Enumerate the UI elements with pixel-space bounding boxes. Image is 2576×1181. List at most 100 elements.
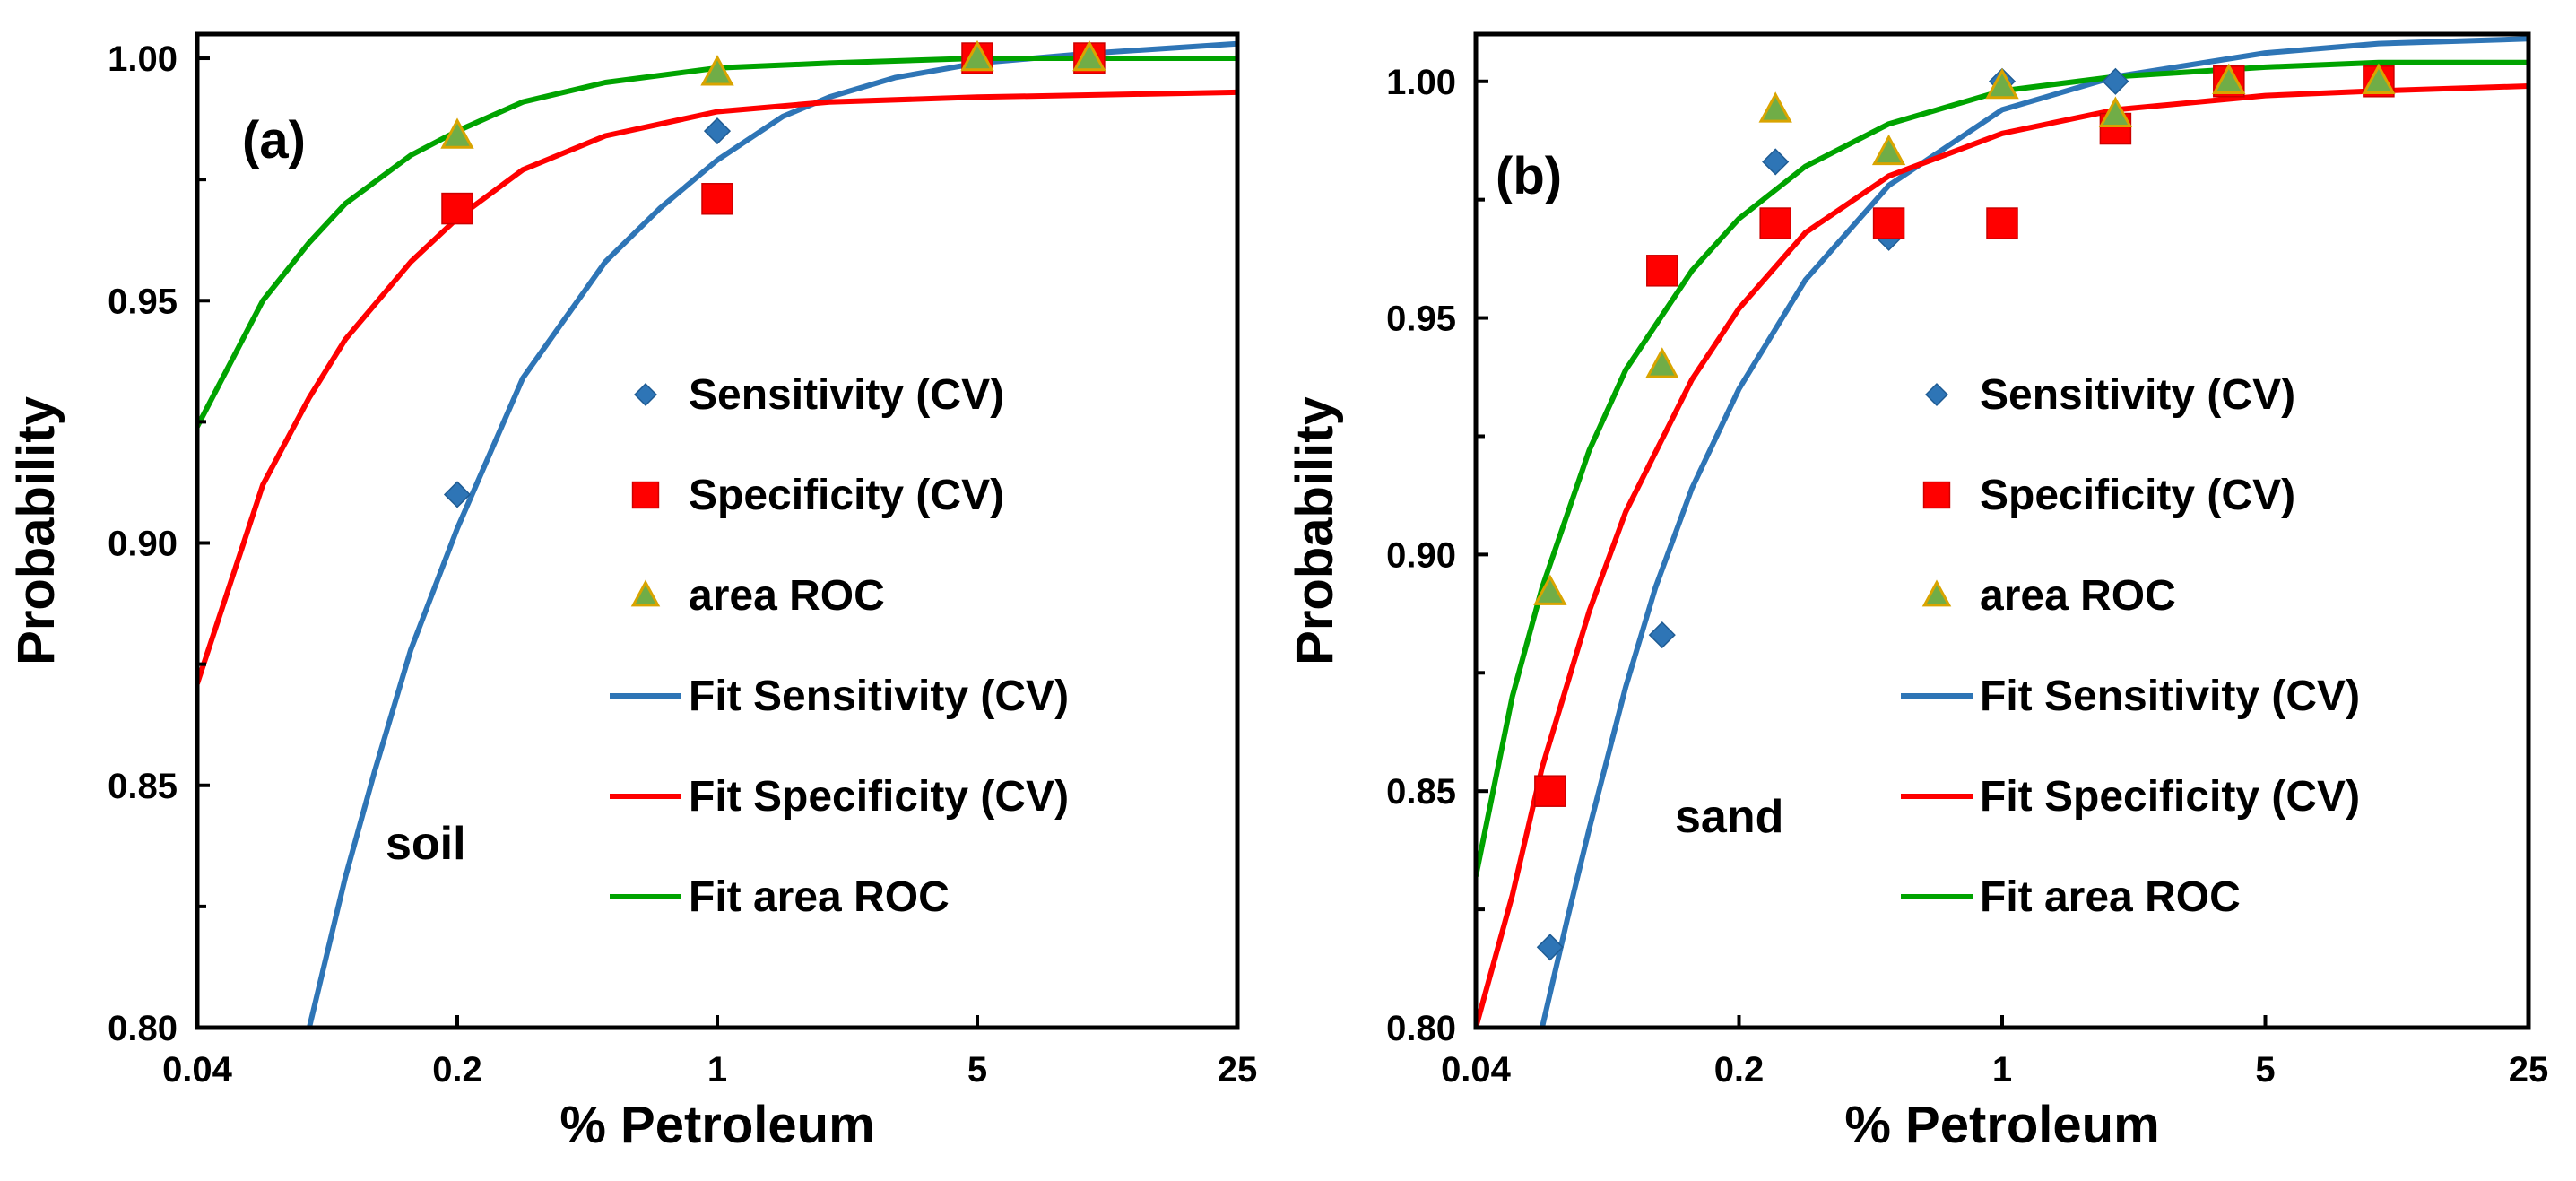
y-tick-label: 1.00 <box>108 39 178 79</box>
data-point-triangle <box>2362 63 2396 95</box>
data-point-diamond <box>1648 621 1676 649</box>
legend-label: Fit area ROC <box>1980 873 2241 921</box>
legend-item: Fit area ROC <box>1901 873 2241 921</box>
x-axis-title: % Petroleum <box>1844 1096 2159 1154</box>
data-point-triangle <box>1533 574 1567 605</box>
x-tick-label: 0.2 <box>432 1050 482 1090</box>
legend-item: Fit area ROC <box>610 873 950 921</box>
data-point-triangle <box>1985 67 2019 100</box>
x-axis: 0.04 0.2 1 5 25 <box>162 1015 1257 1090</box>
y-tick-label: 0.85 <box>108 767 178 806</box>
legend-marker-diamond <box>634 383 657 406</box>
fit-lines <box>197 40 1237 1028</box>
legend-item: area ROC <box>1921 572 2176 620</box>
data-point-triangle <box>1871 134 1906 166</box>
x-tick-label: 1 <box>707 1050 727 1090</box>
data-point-square <box>1759 207 1791 239</box>
legend-marker-diamond <box>1925 383 1948 406</box>
data-points <box>440 39 1106 508</box>
legend-marker-triangle <box>1921 579 1952 607</box>
y-tick-label: 0.85 <box>1386 772 1456 812</box>
legend-item: Fit Sensitivity (CV) <box>610 673 1069 720</box>
panel-label: (a) <box>242 111 306 169</box>
y-tick-label: 0.90 <box>1386 535 1456 575</box>
legend-label: Sensitivity (CV) <box>689 371 1004 419</box>
legend-label: Fit Sensitivity (CV) <box>689 673 1069 720</box>
x-axis-title: % Petroleum <box>559 1096 874 1154</box>
data-point-triangle <box>2212 63 2246 95</box>
legend-label: Fit Sensitivity (CV) <box>1980 673 2360 720</box>
data-point-square <box>1986 207 2018 239</box>
x-tick-label: 25 <box>1218 1050 1258 1090</box>
y-axis: 0.80 0.85 0.90 0.95 1.00 <box>1386 63 1488 1048</box>
fit-line-fit-sensitivity-cv <box>306 40 1237 1028</box>
fit-line-fit-area-roc <box>1476 59 2528 877</box>
y-axis-title: Probability <box>7 396 65 665</box>
x-tick-label: 1 <box>1992 1050 2012 1090</box>
legend-item: Fit Specificity (CV) <box>1901 773 2360 821</box>
data-point-square <box>701 183 733 215</box>
data-point-triangle <box>440 117 474 149</box>
legend-item: Specificity (CV) <box>1922 472 2295 519</box>
panel-a: 0.80 0.85 0.90 0.95 1.00 0.04 0.2 1 5 25 % Petrole… <box>7 31 1257 1154</box>
y-tick-label: 0.95 <box>108 282 178 321</box>
panel-label: (b) <box>1496 147 1562 205</box>
sample-label: sand <box>1675 791 1783 843</box>
fit-line-fit-area-roc <box>197 56 1237 429</box>
legend-label: Sensitivity (CV) <box>1980 371 2295 419</box>
y-axis-title: Probability <box>1286 396 1344 665</box>
fit-line-fit-specificity-cv <box>1476 83 2528 1028</box>
legend-label: Fit area ROC <box>689 873 950 921</box>
data-point-triangle <box>1072 39 1106 72</box>
legend-label: Specificity (CV) <box>1980 472 2295 519</box>
legend-item: Sensitivity (CV) <box>634 371 1004 419</box>
legend-marker-triangle <box>630 579 661 607</box>
y-axis: 0.80 0.85 0.90 0.95 1.00 <box>108 39 210 1048</box>
data-point-diamond <box>443 481 472 508</box>
y-tick-label: 0.80 <box>108 1009 178 1048</box>
data-point-square <box>441 192 473 225</box>
legend-item: Fit Specificity (CV) <box>610 773 1069 821</box>
y-tick-label: 1.00 <box>1386 63 1456 102</box>
legend-item: Fit Sensitivity (CV) <box>1901 673 2360 720</box>
data-point-diamond <box>703 117 732 145</box>
legend: Sensitivity (CV) Specificity (CV) area ROC… <box>1901 371 2360 921</box>
data-point-diamond <box>1536 934 1564 961</box>
data-point-square <box>1534 775 1566 807</box>
legend-item: Sensitivity (CV) <box>1925 371 2295 419</box>
legend: Sensitivity (CV) Specificity (CV) area ROC… <box>610 371 1069 921</box>
y-tick-label: 0.90 <box>108 525 178 564</box>
legend-marker-square <box>631 481 660 509</box>
legend-item: Specificity (CV) <box>631 472 1004 519</box>
x-tick-label: 25 <box>2509 1050 2549 1090</box>
data-point-square <box>1872 207 1905 239</box>
x-tick-label: 5 <box>2255 1050 2275 1090</box>
data-point-triangle <box>2098 96 2133 127</box>
data-point-square <box>1646 255 1678 287</box>
sample-label: soil <box>386 818 466 870</box>
fit-line-fit-sensitivity-cv <box>1539 36 2528 1028</box>
y-tick-label: 0.80 <box>1386 1009 1456 1048</box>
fit-line-fit-specificity-cv <box>197 89 1237 685</box>
data-point-diamond <box>1762 148 1790 176</box>
legend-marker-square <box>1922 481 1951 509</box>
legend-item: area ROC <box>630 572 885 620</box>
data-point-triangle <box>1645 347 1679 378</box>
data-point-diamond <box>2102 67 2129 95</box>
data-point-triangle <box>700 55 734 86</box>
x-tick-label: 5 <box>967 1050 987 1090</box>
legend-label: Fit Specificity (CV) <box>1980 773 2360 821</box>
y-tick-label: 0.95 <box>1386 300 1456 339</box>
x-tick-label: 0.04 <box>1441 1050 1512 1090</box>
data-point-triangle <box>960 39 994 72</box>
legend-label: area ROC <box>1980 572 2176 620</box>
x-tick-label: 0.04 <box>162 1050 233 1090</box>
legend-label: Fit Specificity (CV) <box>689 773 1069 821</box>
data-points <box>1533 63 2396 961</box>
legend-label: area ROC <box>689 572 885 620</box>
legend-label: Specificity (CV) <box>689 472 1004 519</box>
data-point-triangle <box>1758 91 1792 123</box>
x-tick-label: 0.2 <box>1714 1050 1765 1090</box>
panel-b: 0.80 0.85 0.90 0.95 1.00 0.04 0.2 1 5 25 % Petrole… <box>1286 31 2549 1154</box>
